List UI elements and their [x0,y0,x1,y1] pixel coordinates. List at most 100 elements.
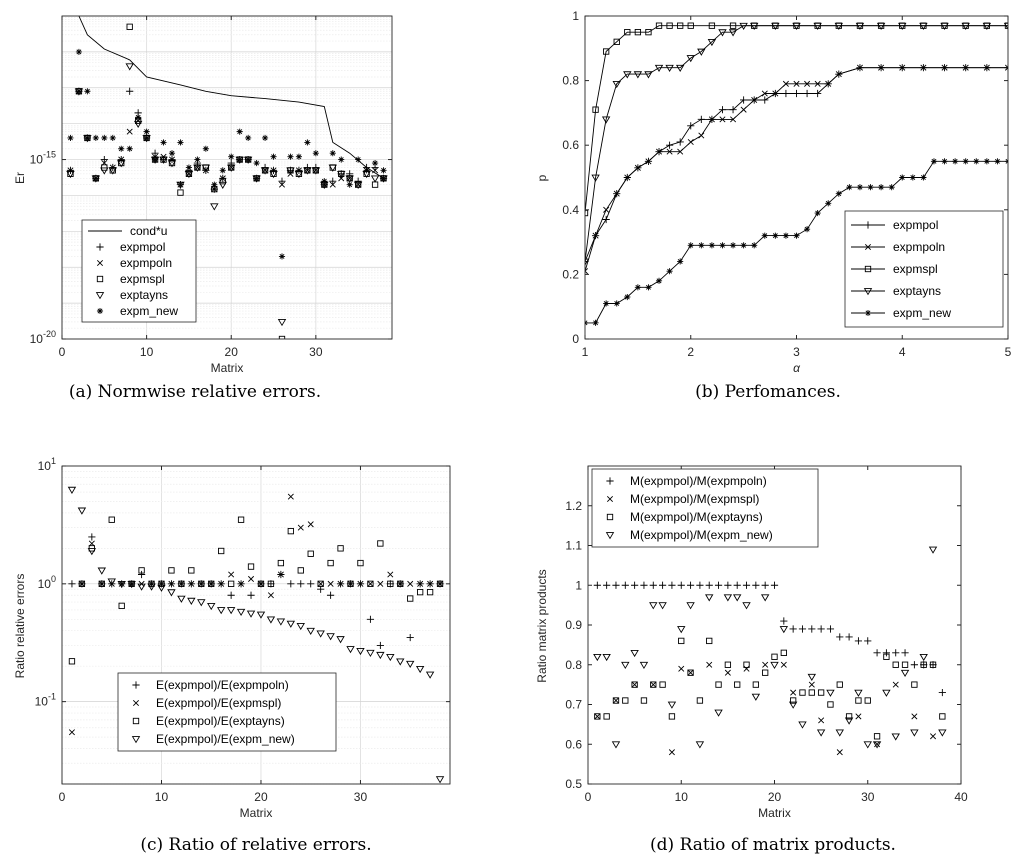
y-tick-label: 0.6 [565,737,582,751]
data-point [321,178,328,185]
data-point [98,580,105,587]
data-point [425,671,435,679]
data-point [357,559,364,567]
data-point [864,697,871,704]
data-point [901,661,909,668]
data-point [761,232,768,239]
data-point [247,591,255,599]
series-M(expmpol)/M(expm_new) [593,546,947,749]
data-point [147,583,156,591]
data-point [78,580,85,587]
data-point [594,713,601,720]
data-point [910,729,919,737]
x-tick-label: 10 [155,790,169,804]
data-point [856,64,863,71]
data-point [687,122,695,130]
data-point [729,242,737,249]
data-point [762,669,769,676]
data-point [687,22,694,29]
data-point [817,625,825,633]
data-point [808,625,816,633]
data-point [668,713,676,720]
data-point [779,626,789,634]
legend-entry: M(expmpol)/M(expmspl) [606,492,759,506]
data-point [807,673,817,681]
x-tick-label: 30 [861,790,875,804]
data-point [780,649,787,656]
data-point [306,627,315,636]
data-point [177,181,184,188]
legend-entry: expm_new [851,306,951,320]
y-tick-label: 10-1 [35,692,56,709]
series-expm_new [585,158,1008,326]
data-point [708,116,715,123]
data-point [355,181,362,188]
data-point [613,190,620,197]
data-point [655,277,663,284]
data-point [780,617,788,625]
legend-label: expmspl [120,272,165,286]
data-point [899,64,906,71]
figure-caption: (d) Ratio of matrix products. [650,835,896,855]
legend-label: E(expmpol)/E(expm_new) [156,732,295,746]
data-point [696,581,704,589]
plot-frame [61,15,393,340]
data-point [686,581,695,589]
data-point [247,563,255,570]
y-axis-label: p [535,174,549,181]
legend-entry: cond*u [88,224,167,238]
data-point [236,608,246,617]
data-point [151,149,159,157]
data-point [245,156,252,163]
data-point [782,80,789,87]
data-point [184,170,194,179]
data-point [211,181,218,188]
data-point [262,167,269,174]
data-point [253,175,260,182]
data-point [649,581,657,589]
data-point [405,660,415,668]
legend-marker [132,699,140,707]
data-point [406,633,414,642]
legend-entry: expm_new [96,304,178,318]
data-point [751,693,761,701]
series-expmpoln [585,64,1008,275]
data-point [668,749,675,756]
data-point [307,550,314,557]
data-point [297,580,305,588]
data-point [882,649,890,657]
data-point [644,71,653,79]
data-point [876,22,886,30]
x-tick-label: 0 [585,790,592,804]
data-point [176,181,185,189]
data-point [118,602,125,610]
data-point [804,226,811,233]
legend-entry: E(expmpol)/E(expmspl) [132,696,281,710]
data-point [687,138,694,145]
data-point [677,148,684,155]
data-point [356,647,365,656]
data-point [788,701,798,709]
x-axis-label: Matrix [758,806,791,820]
data-point [437,580,444,587]
legend-label: E(expmpol)/E(expmspl) [156,696,281,710]
data-point [286,167,295,175]
series-cond*u [78,16,384,179]
data-point [278,181,286,188]
data-point [668,581,676,589]
data-point [297,567,304,574]
data-point [675,64,685,72]
data-point [706,661,713,668]
data-point [813,22,822,30]
data-point [193,164,202,172]
data-point [415,665,425,674]
chart-1: 0 10 20 30 10-20 10-15 Matrix Er cond*u expmpol ex… [13,15,393,402]
data-point [143,128,150,135]
y-tick-label: 0.6 [562,138,579,152]
data-point [656,148,663,155]
data-point [137,583,146,591]
data-point [729,22,737,29]
legend: expmpol expmpoln expmspl exptayns expm_new [844,210,1004,328]
data-point [696,697,704,704]
series-expmspl [585,22,1008,217]
